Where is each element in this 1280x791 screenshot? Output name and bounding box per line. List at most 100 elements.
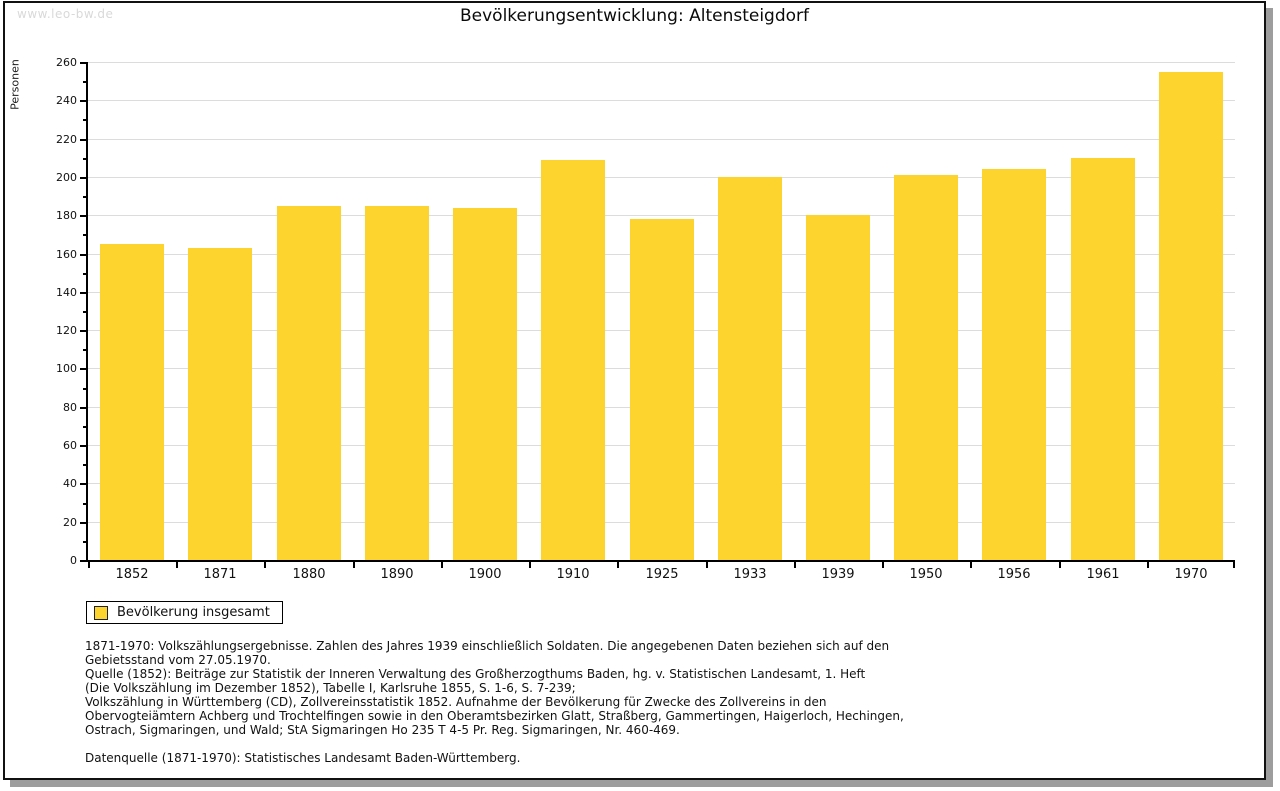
x-boundary-tick-8 bbox=[794, 562, 796, 568]
y-axis-label-220: 220 bbox=[56, 133, 77, 146]
x-axis-label-1961: 1961 bbox=[1086, 567, 1120, 582]
y-tick-220 bbox=[80, 139, 86, 141]
bar-1970 bbox=[1159, 72, 1223, 560]
x-boundary-tick-9 bbox=[882, 562, 884, 568]
legend-swatch-icon bbox=[94, 605, 108, 620]
y-axis-label-200: 200 bbox=[56, 171, 77, 184]
x-boundary-tick-5 bbox=[529, 562, 531, 568]
x-axis-labels: 1852 1871 1880 1890 1900 1910 1925 1933 1939 1950… bbox=[88, 567, 1235, 585]
chart-frame: www.leo-bw.de Bevölkerungsentwicklung: A… bbox=[3, 1, 1266, 780]
y-minor-tick-130 bbox=[83, 311, 86, 313]
legend: Bevölkerung insgesamt bbox=[86, 601, 283, 624]
y-tick-160 bbox=[80, 254, 86, 256]
x-axis-label-1890: 1890 bbox=[380, 567, 414, 582]
x-axis-label-1956: 1956 bbox=[997, 567, 1031, 582]
y-axis-label-20: 20 bbox=[63, 516, 77, 529]
footer-notes: 1871-1970: Volkszählungsergebnisse. Zahl… bbox=[85, 639, 1205, 765]
y-minor-tick-170 bbox=[83, 234, 86, 236]
datasource-line: Datenquelle (1871-1970): Statistisches L… bbox=[85, 751, 521, 765]
y-minor-tick-230 bbox=[83, 119, 86, 121]
footer-line: Volkszählung in Württemberg (CD), Zollve… bbox=[85, 695, 827, 709]
footer-line: Ostrach, Sigmaringen, und Wald; StA Sigm… bbox=[85, 723, 680, 737]
x-axis-label-1910: 1910 bbox=[556, 567, 590, 582]
y-minor-tick-90 bbox=[83, 388, 86, 390]
y-axis-label-60: 60 bbox=[63, 439, 77, 452]
x-boundary-tick-2 bbox=[264, 562, 266, 568]
y-minor-tick-190 bbox=[83, 196, 86, 198]
y-axis-labels: 0 20 40 60 80 100 120 140 160 180 200 220 240 260 bbox=[41, 56, 77, 567]
bar-1910 bbox=[541, 160, 605, 560]
x-boundary-tick-11 bbox=[1059, 562, 1061, 568]
y-tick-140 bbox=[80, 292, 86, 294]
y-tick-80 bbox=[80, 407, 86, 409]
bar-1925 bbox=[630, 219, 694, 560]
y-axis-label-100: 100 bbox=[56, 362, 77, 375]
x-axis-label-1970: 1970 bbox=[1174, 567, 1208, 582]
bar-1939 bbox=[806, 215, 870, 560]
y-minor-tick-70 bbox=[83, 426, 86, 428]
y-axis-label-120: 120 bbox=[56, 324, 77, 337]
y-axis-title: Personen bbox=[8, 59, 22, 110]
y-tick-180 bbox=[80, 215, 86, 217]
bar-1880 bbox=[277, 206, 341, 560]
page-title: Bevölkerungsentwicklung: Altensteigdorf bbox=[459, 6, 809, 26]
bar-1956 bbox=[982, 169, 1046, 560]
footer-line: Gebietsstand vom 27.05.1970. bbox=[85, 653, 271, 667]
x-axis-line bbox=[86, 560, 1235, 562]
x-boundary-tick-12 bbox=[1147, 562, 1149, 568]
y-axis-line bbox=[86, 62, 88, 562]
y-tick-240 bbox=[80, 100, 86, 102]
footer-line: (Die Volkszählung im Dezember 1852), Tab… bbox=[85, 681, 576, 695]
gridline-y240 bbox=[88, 100, 1235, 101]
y-axis-label-140: 140 bbox=[56, 286, 77, 299]
footer-line: 1871-1970: Volkszählungsergebnisse. Zahl… bbox=[85, 639, 890, 653]
y-axis-label-160: 160 bbox=[56, 248, 77, 261]
plot-area bbox=[88, 62, 1235, 560]
gridline-y220 bbox=[88, 139, 1235, 140]
y-axis-label-80: 80 bbox=[63, 401, 77, 414]
x-boundary-tick-10 bbox=[970, 562, 972, 568]
legend-label: Bevölkerung insgesamt bbox=[117, 605, 270, 620]
x-boundary-tick-3 bbox=[353, 562, 355, 568]
y-tick-260 bbox=[80, 62, 86, 64]
bar-1871 bbox=[188, 248, 252, 560]
y-axis-label-260: 260 bbox=[56, 56, 77, 69]
x-boundary-tick-4 bbox=[441, 562, 443, 568]
x-boundary-tick-7 bbox=[706, 562, 708, 568]
x-boundary-tick-0 bbox=[88, 562, 90, 568]
x-boundary-tick-13 bbox=[1233, 562, 1235, 568]
y-minor-tick-50 bbox=[83, 464, 86, 466]
y-tick-0 bbox=[80, 560, 86, 562]
y-tick-100 bbox=[80, 368, 86, 370]
x-axis-label-1871: 1871 bbox=[203, 567, 237, 582]
x-axis-label-1900: 1900 bbox=[468, 567, 502, 582]
gridline-y200 bbox=[88, 177, 1235, 178]
footer-line: Obervogteiämtern Achberg und Trochtelfin… bbox=[85, 709, 904, 723]
y-minor-tick-30 bbox=[83, 503, 86, 505]
y-tick-120 bbox=[80, 330, 86, 332]
watermark: www.leo-bw.de bbox=[17, 7, 114, 21]
bar-1950 bbox=[894, 175, 958, 560]
x-boundary-tick-6 bbox=[617, 562, 619, 568]
gridline-y260 bbox=[88, 62, 1235, 63]
y-minor-tick-110 bbox=[83, 349, 86, 351]
x-axis-label-1933: 1933 bbox=[733, 567, 767, 582]
y-axis-label-40: 40 bbox=[63, 477, 77, 490]
x-axis-label-1939: 1939 bbox=[821, 567, 855, 582]
x-axis-label-1925: 1925 bbox=[645, 567, 679, 582]
y-tick-60 bbox=[80, 445, 86, 447]
y-tick-200 bbox=[80, 177, 86, 179]
y-axis-label-0: 0 bbox=[70, 554, 77, 567]
bar-1900 bbox=[453, 208, 517, 560]
y-axis-label-240: 240 bbox=[56, 94, 77, 107]
bar-1890 bbox=[365, 206, 429, 560]
bar-1852 bbox=[100, 244, 164, 560]
y-axis-ticks bbox=[80, 62, 86, 562]
footer-line: Quelle (1852): Beiträge zur Statistik de… bbox=[85, 667, 866, 681]
x-boundary-tick-1 bbox=[176, 562, 178, 568]
y-tick-40 bbox=[80, 483, 86, 485]
y-minor-tick-10 bbox=[83, 541, 86, 543]
x-axis-label-1880: 1880 bbox=[292, 567, 326, 582]
x-axis-label-1950: 1950 bbox=[909, 567, 943, 582]
y-tick-20 bbox=[80, 522, 86, 524]
